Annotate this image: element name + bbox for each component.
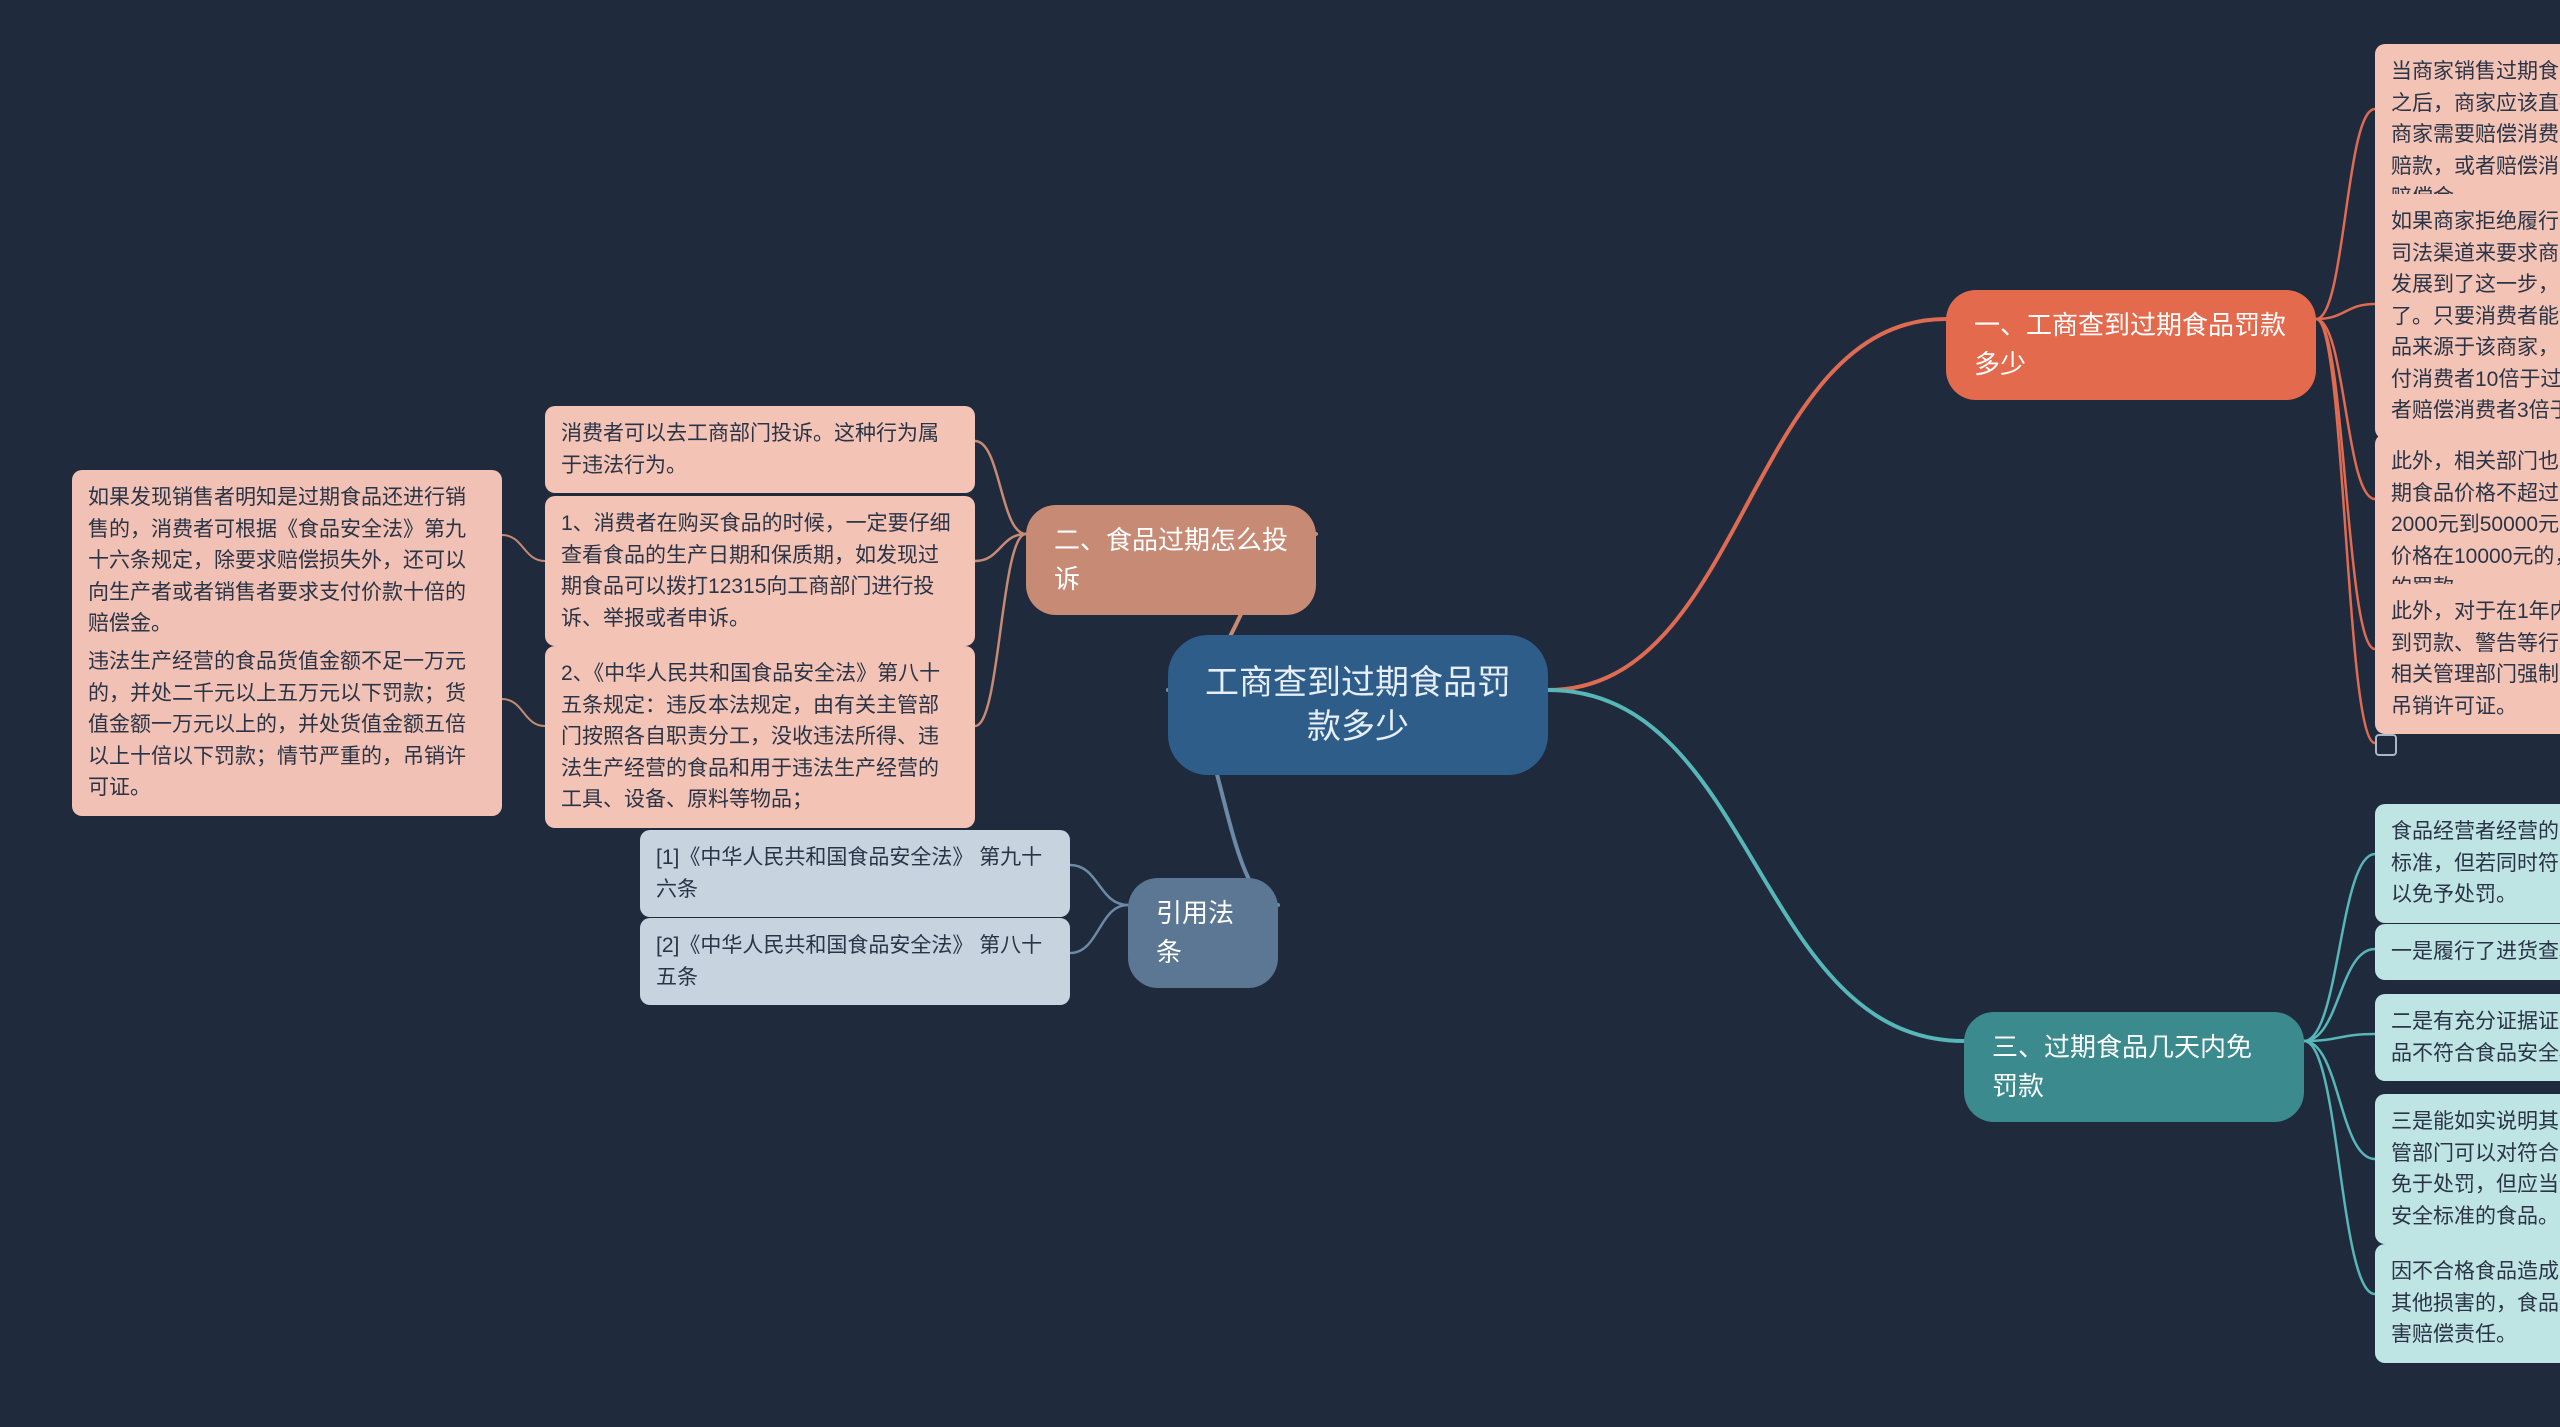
branch-1-leaf-1-sub-0: 如果发现销售者明知是过期食品还进行销售的，消费者可根据《食品安全法》第九十六条规… — [72, 470, 502, 652]
branch-3: 引用法条 — [1128, 878, 1278, 988]
branch-0-leaf-1: 如果商家拒绝履行的话，消费者可以通过司法渠道来要求商家进行赔款。事情如果发展到了… — [2375, 194, 2560, 439]
branch-0-leaf-3: 此外，对于在1年内连续3次因违法经营受到罚款、警告等行政处罚的，有可能会被相关管… — [2375, 584, 2560, 734]
branch-2-leaf-1: 一是履行了进货查验等义务； — [2375, 924, 2560, 980]
branch-2: 三、过期食品几天内免罚款 — [1964, 1012, 2304, 1122]
branch-1-leaf-0: 消费者可以去工商部门投诉。这种行为属于违法行为。 — [545, 406, 975, 493]
branch-1-leaf-2: 2、《中华人民共和国食品安全法》第八十五条规定：违反本法规定，由有关主管部门按照… — [545, 646, 975, 828]
branch-0: 一、工商查到过期食品罚款多少 — [1946, 290, 2316, 400]
branch-0-marker — [2375, 734, 2397, 756]
branch-2-leaf-4: 因不合格食品造成消费者人身、财产或者其他损害的，食品经营者仍应依法承担损害赔偿责… — [2375, 1244, 2560, 1363]
branch-2-leaf-3: 三是能如实说明其进货来源。食品药品监管部门可以对符合上述条件的食品经营者免于处罚… — [2375, 1094, 2560, 1244]
branch-3-leaf-1: [2]《中华人民共和国食品安全法》 第八十五条 — [640, 918, 1070, 1005]
branch-2-leaf-0: 食品经营者经营的食品虽不符合食品安全标准，但若同时符合以下三项条件的，可以免予处… — [2375, 804, 2560, 923]
branch-1-leaf-2-sub-0: 违法生产经营的食品货值金额不足一万元的，并处二千元以上五万元以下罚款；货值金额一… — [72, 634, 502, 816]
branch-1: 二、食品过期怎么投诉 — [1026, 505, 1316, 615]
branch-3-leaf-0: [1]《中华人民共和国食品安全法》 第九十六条 — [640, 830, 1070, 917]
branch-1-leaf-1: 1、消费者在购买食品的时候，一定要仔细查看食品的生产日期和保质期，如发现过期食品… — [545, 496, 975, 646]
root-node: 工商查到过期食品罚款多少 — [1168, 635, 1548, 775]
branch-2-leaf-2: 二是有充分证据证明其不知道所采购的食品不符合食品安全标准； — [2375, 994, 2560, 1081]
mindmap-canvas: 工商查到过期食品罚款多少一、工商查到过期食品罚款多少当商家销售过期食品的行为被消… — [0, 0, 2560, 1427]
